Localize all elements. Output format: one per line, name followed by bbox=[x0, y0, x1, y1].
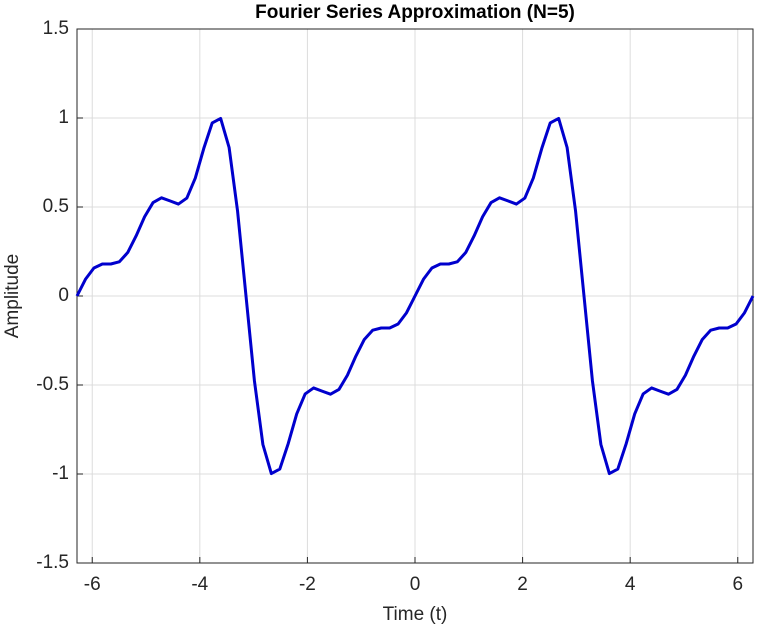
y-tick-label: 1.5 bbox=[43, 18, 69, 39]
x-tick-label: 4 bbox=[625, 574, 636, 595]
y-tick-label: -1 bbox=[52, 463, 69, 484]
x-tick-label: -4 bbox=[191, 574, 208, 595]
y-tick-label: 0.5 bbox=[43, 196, 69, 217]
chart-title: Fourier Series Approximation (N=5) bbox=[255, 2, 575, 23]
y-tick-label: 0 bbox=[58, 285, 69, 306]
y-tick-label: -1.5 bbox=[36, 552, 69, 573]
x-axis-label: Time (t) bbox=[383, 604, 448, 625]
x-tick-label: -6 bbox=[84, 574, 101, 595]
x-tick-label: -2 bbox=[299, 574, 316, 595]
y-tick-label: 1 bbox=[58, 107, 69, 128]
data-line bbox=[75, 116, 755, 476]
x-tick-label: 6 bbox=[732, 574, 743, 595]
y-axis-label: Amplitude bbox=[2, 254, 23, 339]
x-tick-label: 0 bbox=[410, 574, 421, 595]
x-tick-label: 2 bbox=[517, 574, 528, 595]
y-tick-label: -0.5 bbox=[36, 374, 69, 395]
